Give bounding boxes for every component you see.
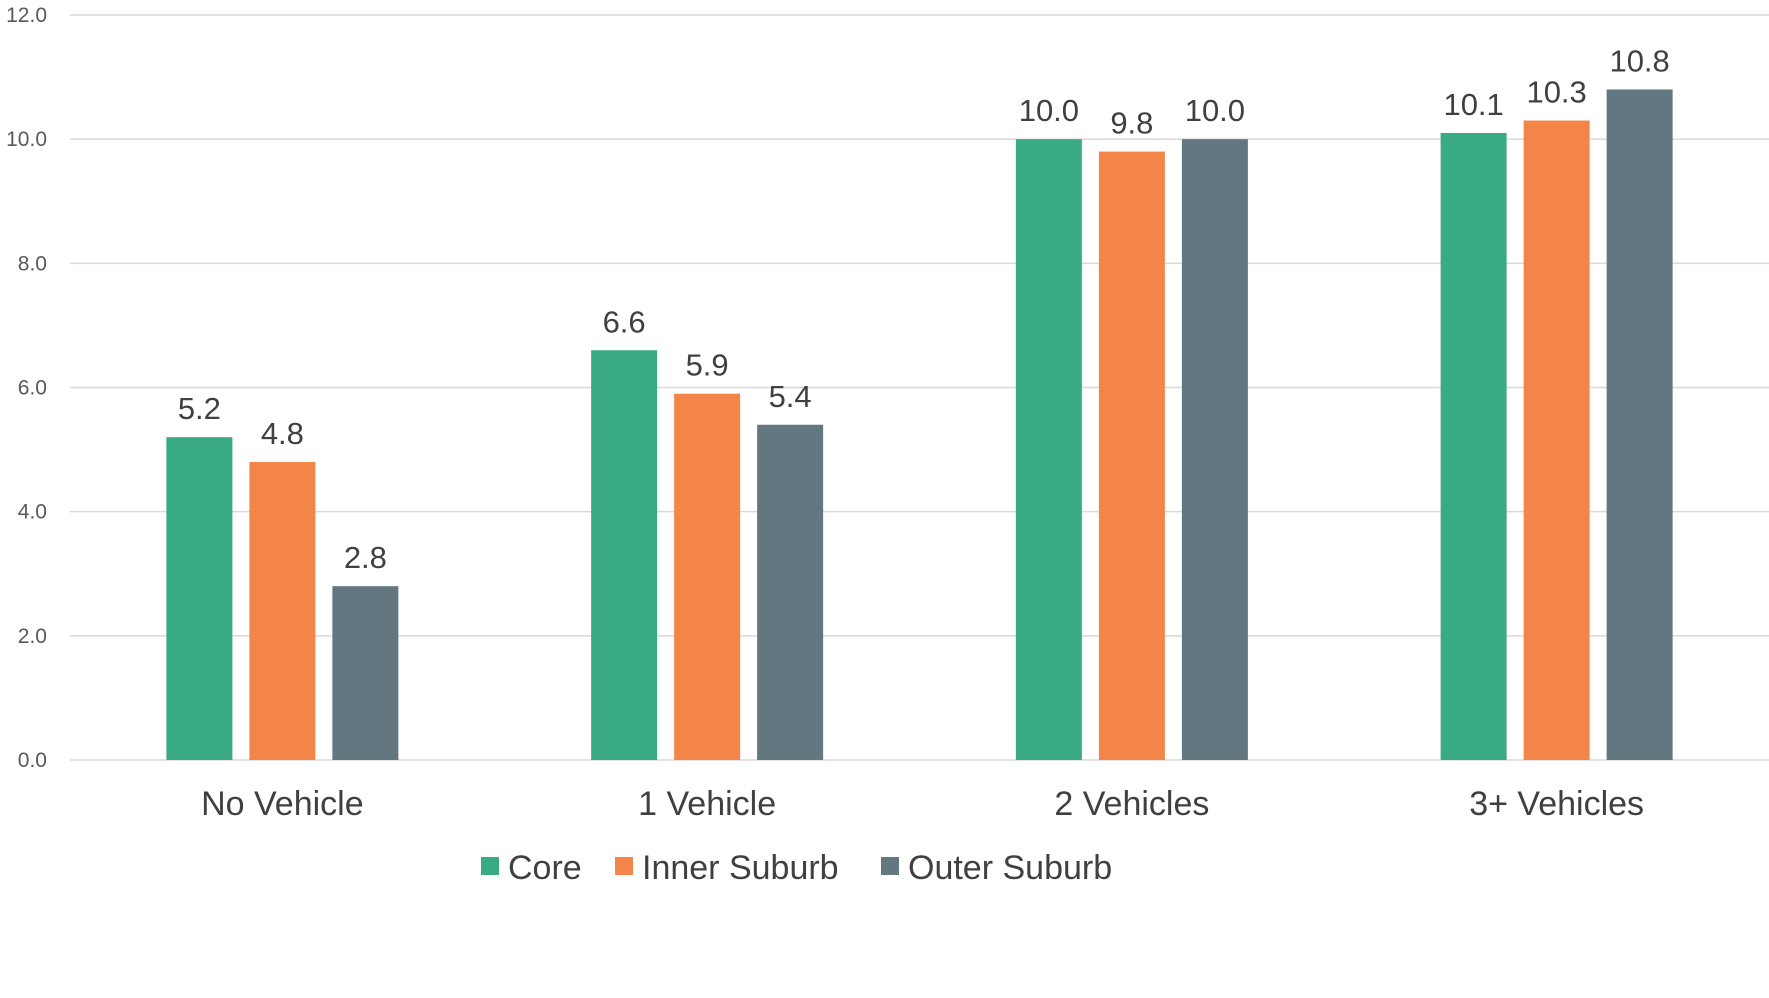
bar [249, 462, 316, 760]
data-label: 6.6 [603, 304, 646, 339]
data-label: 9.8 [1110, 106, 1153, 141]
x-category-label: 1 Vehicle [638, 785, 776, 823]
y-tick-label: 10.0 [6, 128, 47, 151]
bars [166, 89, 1673, 761]
x-category-label: 2 Vehicles [1054, 785, 1209, 823]
data-label: 10.3 [1526, 75, 1586, 110]
legend-label: Outer Suburb [908, 849, 1112, 887]
data-label: 4.8 [261, 416, 304, 451]
legend-swatch [481, 857, 499, 875]
legend: Core Inner Suburb Outer Suburb [481, 849, 1112, 887]
data-labels: 5.2 4.8 2.8 6.6 5.9 5.4 10.0 9.8 10.0 10.1 10.3 10.… [178, 44, 1670, 576]
bar [332, 586, 399, 760]
y-tick-label: 8.0 [18, 252, 47, 275]
data-label: 2.8 [344, 540, 387, 575]
data-label: 10.0 [1185, 93, 1245, 128]
y-tick-label: 4.0 [18, 501, 47, 524]
data-label: 10.1 [1443, 87, 1503, 122]
x-category-label: 3+ Vehicles [1469, 785, 1644, 823]
bar [1523, 120, 1590, 760]
y-tick-label: 0.0 [18, 749, 47, 772]
y-tick-label: 12.0 [6, 4, 47, 27]
data-label: 10.8 [1609, 44, 1669, 79]
legend-label: Inner Suburb [642, 849, 839, 887]
x-category-label: No Vehicle [201, 785, 364, 823]
bar [1015, 139, 1082, 760]
data-label: 5.9 [686, 348, 729, 383]
y-axis-ticks: 0.0 2.0 4.0 6.0 8.0 10.0 12.0 [6, 4, 47, 772]
x-axis-categories: No Vehicle 1 Vehicle 2 Vehicles 3+ Vehicles [201, 785, 1644, 823]
legend-swatch [615, 857, 633, 875]
data-label: 5.4 [769, 379, 812, 414]
legend-swatch [881, 857, 899, 875]
bar [166, 437, 233, 760]
bar [1440, 132, 1507, 761]
bar [674, 393, 741, 760]
gridlines [70, 14, 1769, 761]
legend-label: Core [508, 849, 582, 887]
data-label: 5.2 [178, 391, 221, 426]
y-tick-label: 6.0 [18, 377, 47, 400]
bar [757, 424, 824, 760]
data-label: 10.0 [1019, 93, 1079, 128]
bar [1098, 151, 1165, 761]
bar [1606, 89, 1673, 760]
y-tick-label: 2.0 [18, 625, 47, 648]
bar [1181, 139, 1248, 760]
bar [591, 350, 658, 760]
